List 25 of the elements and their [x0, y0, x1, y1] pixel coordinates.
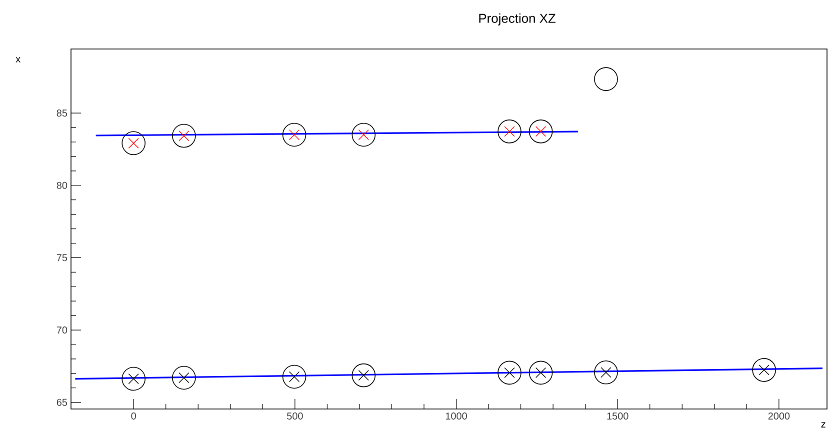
point [282, 364, 306, 389]
point [172, 366, 196, 390]
y-axis-title: x [16, 57, 20, 62]
y-tick-label: 75 [56, 254, 68, 262]
y-tick-label: 80 [56, 182, 68, 189]
point [498, 120, 522, 144]
x-axis-title: z [821, 422, 826, 428]
point [282, 122, 306, 147]
point [498, 360, 522, 385]
chart-title: Projection XZ [479, 13, 556, 26]
point [172, 124, 196, 148]
point [122, 366, 146, 391]
x-tick-label: 0 [131, 412, 136, 420]
x-tick-label: 1500 [607, 412, 628, 420]
point [594, 67, 618, 91]
y-tick-label: 70 [56, 326, 68, 334]
point [352, 122, 376, 147]
y-tick-label: 85 [56, 110, 68, 117]
point [528, 120, 553, 144]
x-tick-label: 1000 [446, 412, 467, 420]
x-tick-label: 2000 [768, 412, 790, 420]
point [122, 131, 146, 156]
y-tick-label: 65 [56, 398, 68, 406]
point [528, 360, 553, 385]
x-tick-label: 500 [287, 412, 303, 420]
